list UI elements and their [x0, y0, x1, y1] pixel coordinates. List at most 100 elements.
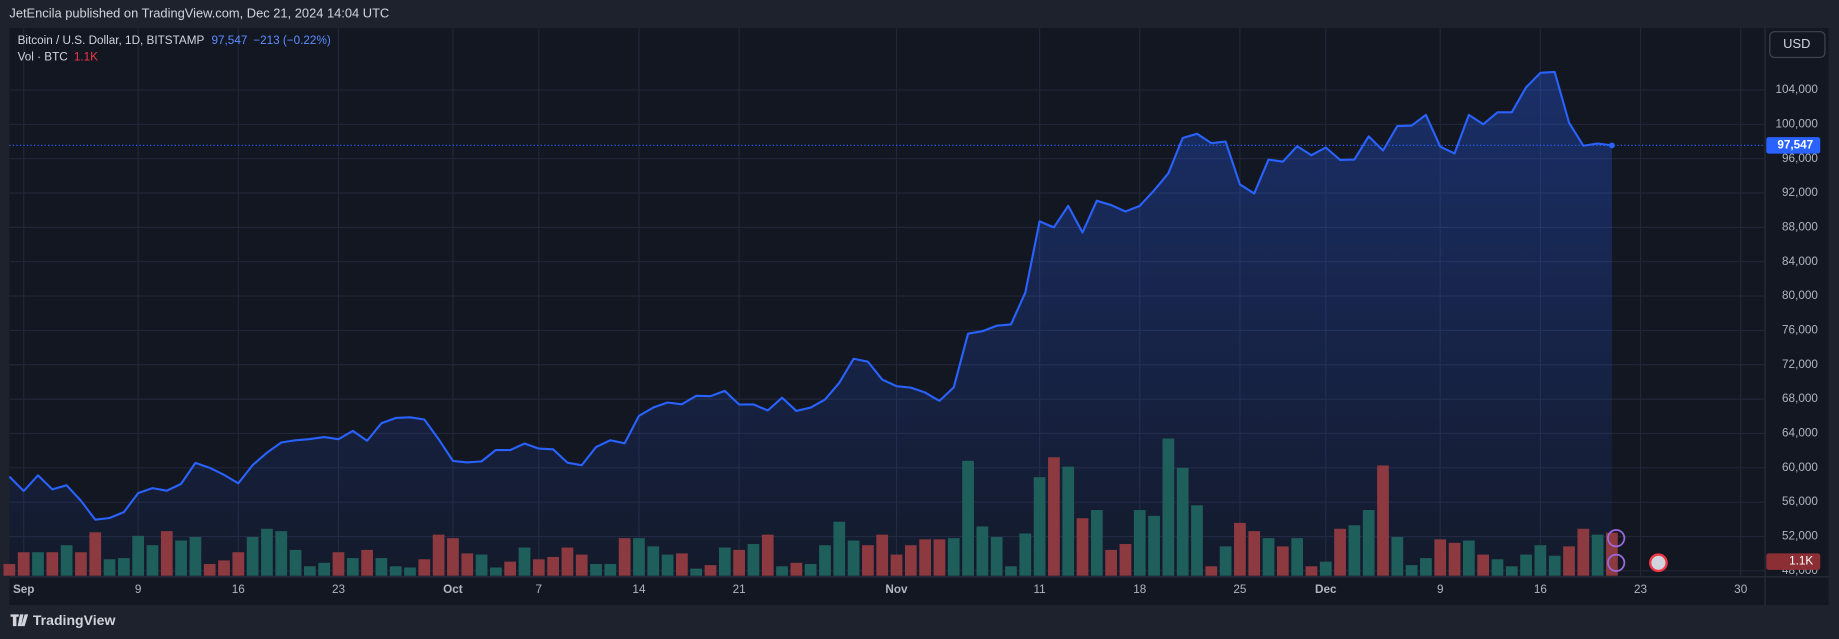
volume-bar: [1606, 532, 1618, 576]
volume-bar: [490, 567, 502, 576]
volume-bar: [232, 552, 245, 576]
price-area: [9, 71, 1612, 577]
volume-bar: [776, 566, 788, 576]
economic-event-icon[interactable]: [1649, 553, 1668, 573]
x-tick-label: 30: [1734, 583, 1748, 596]
volume-bar: [1377, 465, 1389, 576]
volume-bar: [275, 531, 288, 576]
volume-bar: [676, 553, 688, 576]
volume-bar: [1276, 546, 1289, 576]
volume-bar: [504, 561, 517, 576]
volume-bar: [346, 558, 359, 576]
volume-bar: [1119, 544, 1132, 576]
volume-bar: [1162, 438, 1175, 576]
x-tick-label: 23: [1634, 583, 1647, 596]
last-price-badge: [1766, 137, 1821, 154]
volume-bar: [1348, 525, 1361, 576]
volume-bar: [1477, 554, 1490, 576]
symbol-name: Bitcoin / U.S. Dollar, 1D, BITSTAMP: [18, 34, 205, 47]
volume-bar: [647, 546, 660, 576]
y-tick-label: 64,000: [1782, 427, 1818, 440]
volume-bar: [633, 538, 645, 576]
volume-bar: [962, 460, 974, 576]
volume-bar: [561, 547, 574, 576]
volume-bar: [804, 563, 817, 576]
volume-badge-label: 1.1K: [1789, 555, 1813, 568]
volume-bar: [1520, 554, 1532, 576]
volume-bar: [132, 535, 145, 576]
y-tick-label: 104,000: [1776, 83, 1819, 96]
y-tick-label: 72,000: [1782, 358, 1818, 371]
volume-bar: [990, 536, 1003, 576]
volume-bar: [218, 560, 230, 576]
volume-bar: [718, 547, 731, 576]
volume-bar: [375, 558, 388, 576]
volume-bar: [518, 547, 531, 576]
volume-badge: [1766, 553, 1821, 570]
volume-bar: [246, 536, 259, 576]
volume-bar: [890, 554, 903, 576]
volume-bar: [704, 565, 717, 576]
brand: TradingView: [33, 612, 116, 628]
x-tick-label: 9: [1437, 583, 1444, 596]
volume-bar: [876, 534, 889, 576]
x-tick-label: Sep: [13, 583, 35, 596]
last-price: 97,547: [212, 34, 248, 47]
price-change: −213 (−0.22%): [253, 34, 331, 47]
volume-bar: [1448, 542, 1461, 576]
y-tick-label: 68,000: [1782, 392, 1818, 405]
x-tick-label: 18: [1133, 583, 1147, 596]
publisher: JetEncila published on TradingView.com, …: [9, 5, 389, 20]
volume-bar: [590, 563, 602, 576]
volume-bar: [761, 534, 774, 576]
x-tick-label: Dec: [1315, 583, 1337, 596]
volume-bar: [1334, 528, 1346, 576]
y-tick-label: 76,000: [1782, 324, 1818, 337]
volume-bar: [1420, 558, 1432, 576]
y-tick-label: 84,000: [1782, 255, 1818, 268]
last-price-label: 97,547: [1777, 138, 1813, 151]
volume-bar: [847, 540, 860, 576]
volume-bar: [1534, 545, 1547, 576]
volume-bar: [947, 538, 960, 576]
volume-bar: [389, 566, 402, 576]
y-tick-label: 60,000: [1782, 461, 1818, 474]
volume-bar: [1248, 531, 1261, 576]
volume-bar: [160, 531, 173, 576]
y-tick-label: 80,000: [1782, 289, 1818, 302]
volume-bar: [833, 521, 846, 576]
x-tick-label: 9: [135, 583, 142, 596]
volume-bar: [1577, 528, 1590, 576]
y-tick-label: 92,000: [1782, 186, 1818, 199]
volume-bar: [1362, 510, 1375, 576]
x-tick-label: 11: [1034, 583, 1046, 596]
volume-bar: [1434, 539, 1447, 576]
volume-bar: [1062, 466, 1075, 576]
volume-bar: [89, 532, 102, 576]
volume-bar: [1548, 555, 1561, 576]
currency[interactable]: USD: [1783, 36, 1810, 51]
volume-bar: [862, 545, 874, 576]
y-tick-label: 52,000: [1782, 530, 1818, 543]
x-tick-label: 7: [536, 583, 543, 596]
volume-bar: [661, 554, 674, 576]
volume-bar: [1048, 457, 1060, 576]
volume-bar: [117, 558, 130, 576]
event-icon[interactable]: [1607, 529, 1626, 548]
volume-bar: [1305, 566, 1318, 576]
axes: 48,00052,00056,00060,00064,00068,00072,0…: [13, 83, 1821, 596]
volume-bar: [790, 562, 803, 576]
volume-bar: [904, 545, 917, 576]
event-icon[interactable]: [1607, 553, 1626, 572]
volume-bar: [1219, 546, 1232, 576]
volume-bar: [1005, 566, 1017, 576]
volume-bar: [1391, 536, 1404, 576]
volume-bar: [1076, 518, 1089, 576]
volume-bar: [690, 568, 703, 576]
volume-bar: [361, 549, 373, 576]
volume-bar: [1491, 559, 1504, 576]
currency-button[interactable]: [1769, 31, 1826, 59]
x-tick-label: 25: [1233, 583, 1247, 596]
volume-bar: [819, 545, 831, 576]
volume-bar: [1191, 505, 1203, 576]
